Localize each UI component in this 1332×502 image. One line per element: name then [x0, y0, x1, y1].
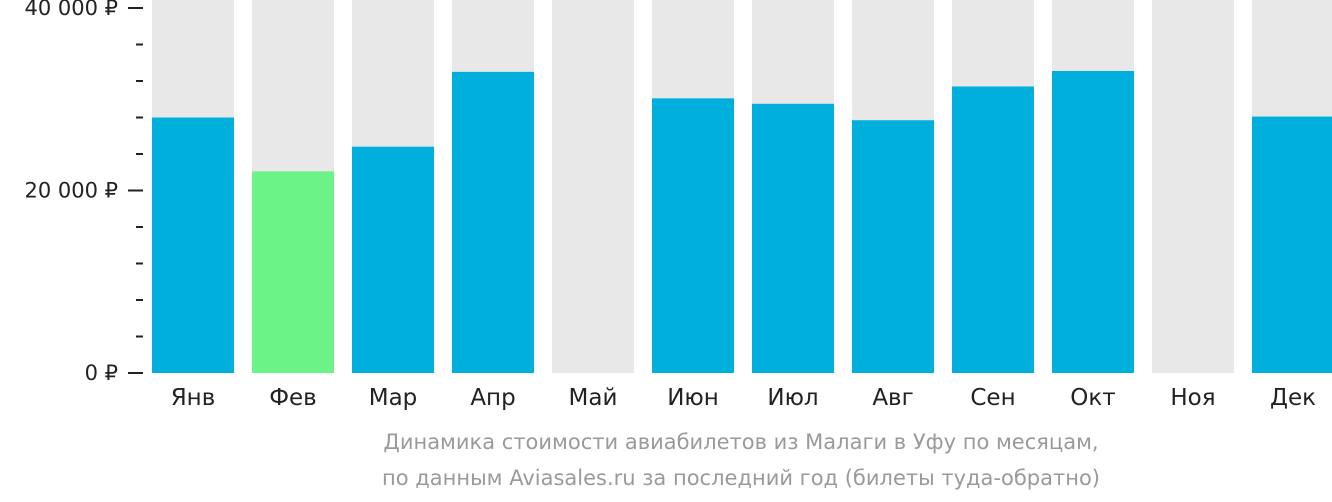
bar-Апр: [452, 71, 534, 373]
x-tick-label: Янв: [171, 385, 216, 411]
x-tick-label: Ноя: [1170, 385, 1215, 411]
bar-Мар: [352, 146, 434, 373]
x-tick-label: Сен: [970, 385, 1015, 411]
bar-Янв: [152, 117, 234, 373]
x-tick-label: Дек: [1270, 385, 1316, 411]
bar-track: [552, 0, 634, 373]
bar-Окт: [1052, 70, 1134, 374]
y-tick-label: 20 000 ₽: [24, 179, 118, 203]
y-axis: 40 000 ₽ 20 000 ₽ 0 ₽: [24, 0, 143, 385]
bar-Июл: [752, 103, 834, 373]
x-tick-label: Фев: [269, 385, 317, 411]
bar-Фев: [252, 171, 334, 373]
x-tick-label: Июл: [767, 385, 818, 411]
x-tick-label: Июн: [667, 385, 719, 411]
bar-Июн: [652, 98, 734, 374]
y-tick-label: 40 000 ₽: [24, 0, 118, 20]
bar-chart: 40 000 ₽ 20 000 ₽ 0 ₽ Янв Фев Мар Апр Май Июн Ию…: [24, 0, 1332, 411]
x-tick-label: Май: [569, 385, 618, 411]
x-tick-label: Авг: [872, 385, 913, 411]
x-tick-label: Апр: [470, 385, 515, 411]
x-axis: Янв Фев Мар Апр Май Июн Июл Авг Сен Окт Ноя Дек: [171, 385, 1316, 411]
chart-caption-line-2: по данным Aviasales.ru за последний год …: [382, 466, 1100, 490]
bar-track: [1152, 0, 1234, 373]
bar-Авг: [852, 120, 934, 373]
x-tick-label: Мар: [369, 385, 418, 411]
chart-caption-line-1: Динамика стоимости авиабилетов из Малаги…: [383, 430, 1099, 454]
y-tick-label: 0 ₽: [85, 361, 118, 385]
bar-Дек: [1252, 116, 1332, 374]
bars: [152, 0, 1332, 374]
bar-Сен: [952, 86, 1034, 373]
x-tick-label: Окт: [1070, 385, 1115, 411]
